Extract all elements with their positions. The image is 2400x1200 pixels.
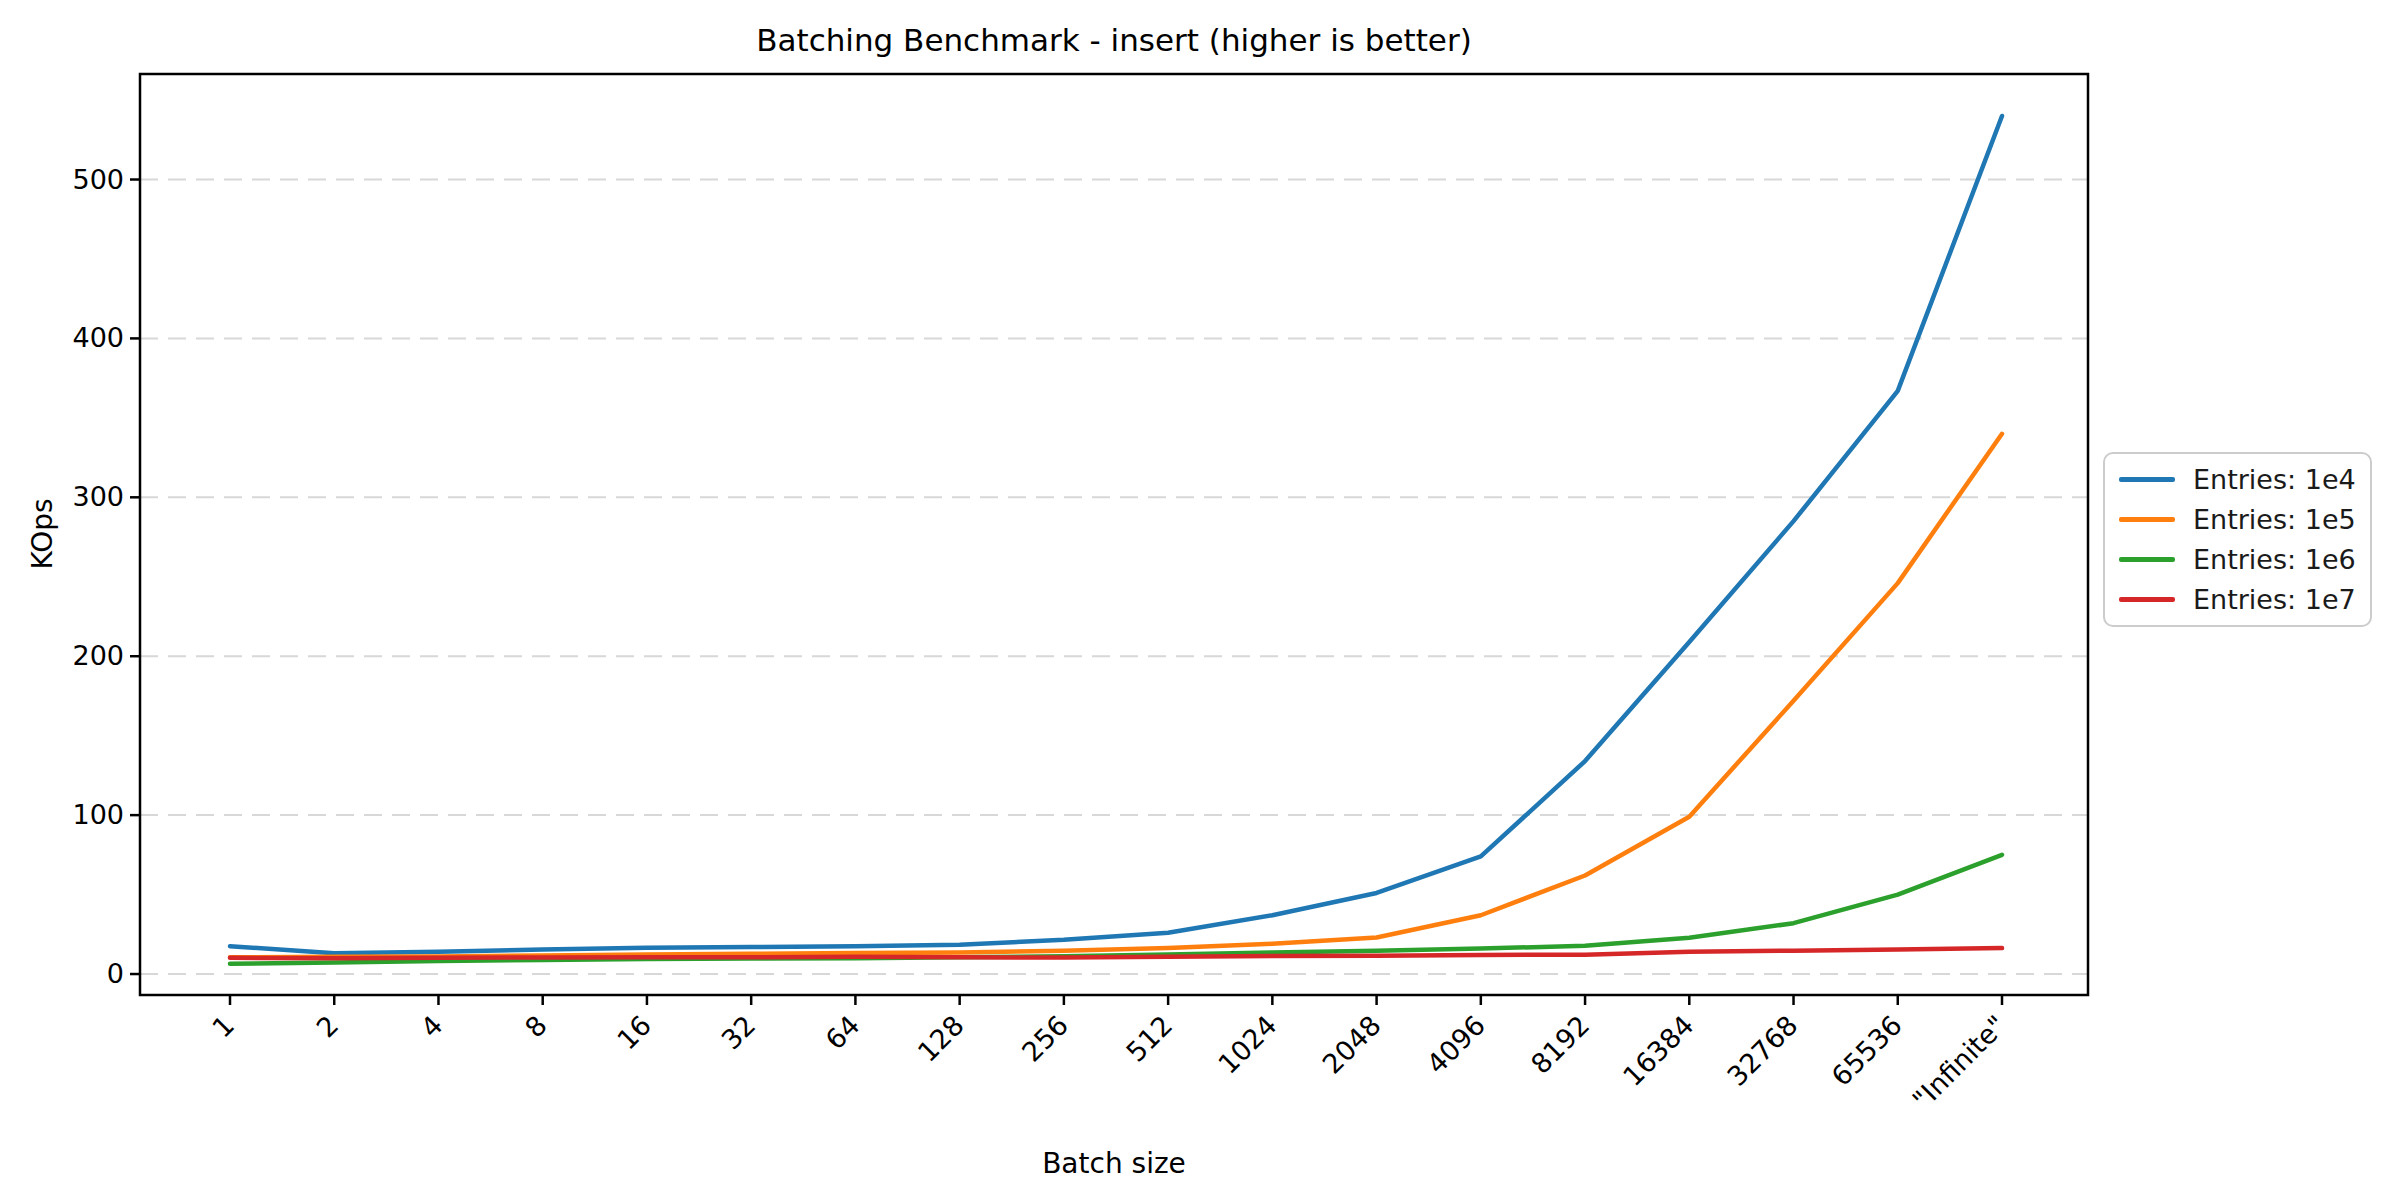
legend-item-label: Entries: 1e5 xyxy=(2193,504,2356,535)
legend-item: Entries: 1e7 xyxy=(2119,584,2356,615)
legend-item: Entries: 1e5 xyxy=(2119,504,2356,535)
legend-line-swatch-icon xyxy=(2119,517,2175,522)
series-line xyxy=(230,116,2002,953)
y-tick-label: 400 xyxy=(72,322,124,353)
x-tick-label: 4 xyxy=(415,1009,449,1043)
x-tick-label: "Infinite" xyxy=(1906,1009,2012,1115)
y-tick-label: 300 xyxy=(72,481,124,512)
x-tick-label: 4096 xyxy=(1421,1009,1492,1080)
legend-line-swatch-icon xyxy=(2119,557,2175,562)
axes-spines xyxy=(140,74,2088,995)
x-tick-label: 512 xyxy=(1120,1009,1178,1067)
legend-item-label: Entries: 1e6 xyxy=(2193,544,2356,575)
legend-line-swatch-icon xyxy=(2119,477,2175,482)
x-tick-label: 2 xyxy=(310,1009,344,1043)
x-tick-label: 2048 xyxy=(1316,1009,1387,1080)
y-tick-label: 200 xyxy=(72,640,124,671)
x-tick-label: 256 xyxy=(1016,1009,1074,1067)
legend-item: Entries: 1e4 xyxy=(2119,464,2356,495)
series-line xyxy=(230,434,2002,958)
x-tick-label: 1024 xyxy=(1212,1009,1283,1080)
x-tick-label: 65536 xyxy=(1825,1009,1908,1092)
y-tick-label: 100 xyxy=(72,799,124,830)
y-tick-label: 500 xyxy=(72,164,124,195)
x-tick-label: 8192 xyxy=(1525,1009,1596,1080)
plot-area: 0 100 200 300 400 500 1 2 4 8 16 32 64 128 256 512 1024 2… xyxy=(0,0,2400,1200)
x-tick-label: 128 xyxy=(912,1009,970,1067)
x-tick-label: 16 xyxy=(611,1009,657,1055)
x-tick-label: 32 xyxy=(715,1009,761,1055)
legend-line-swatch-icon xyxy=(2119,597,2175,602)
x-tick-label: 32768 xyxy=(1721,1009,1804,1092)
legend-item-label: Entries: 1e7 xyxy=(2193,584,2356,615)
x-tick-label: 16384 xyxy=(1617,1009,1700,1092)
x-tick-label: 1 xyxy=(206,1009,240,1043)
chart-canvas: Batching Benchmark - insert (higher is b… xyxy=(0,0,2400,1200)
x-tick-label: 64 xyxy=(819,1009,865,1055)
x-tick-label: 8 xyxy=(519,1009,553,1043)
legend: Entries: 1e4 Entries: 1e5 Entries: 1e6 Entr… xyxy=(2103,452,2372,627)
legend-item: Entries: 1e6 xyxy=(2119,544,2356,575)
legend-item-label: Entries: 1e4 xyxy=(2193,464,2356,495)
y-tick-label: 0 xyxy=(107,958,124,989)
